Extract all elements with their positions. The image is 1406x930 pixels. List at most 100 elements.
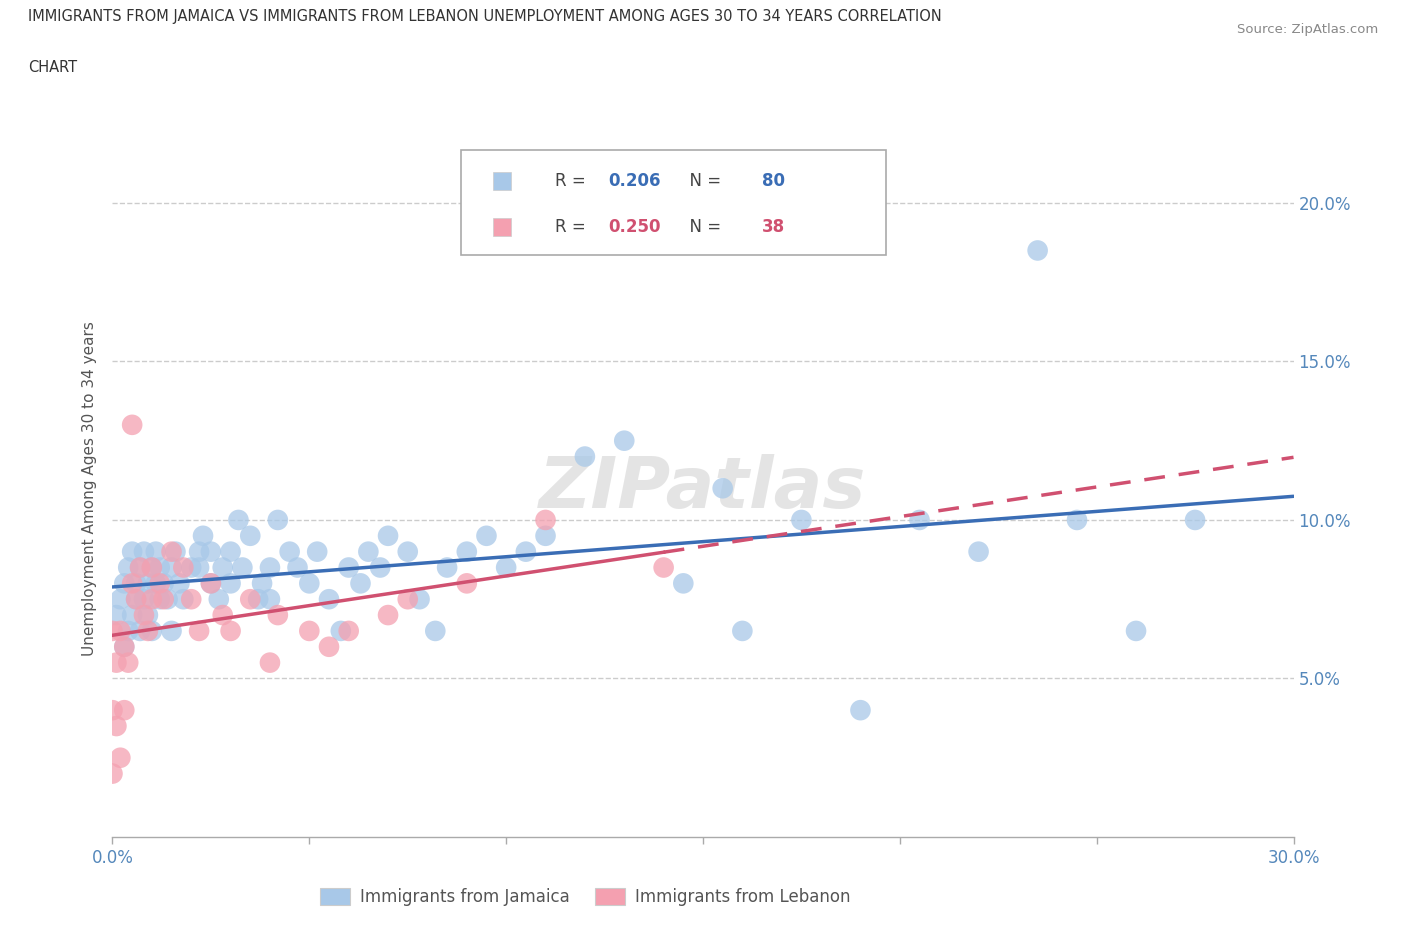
Point [298,576,321,591]
Point [219,623,242,638]
Point [377,607,399,622]
Point [129,560,152,575]
Point [208,591,231,606]
Point [1125,623,1147,638]
Text: R =: R = [555,218,592,235]
Point [278,544,301,559]
Text: N =: N = [679,172,727,190]
Point [228,512,250,527]
Point [287,560,309,575]
Point [1066,512,1088,527]
Point [112,639,135,654]
Point [456,544,478,559]
Point [152,591,174,606]
Point [132,607,155,622]
Point [307,544,329,559]
Legend: Immigrants from Jamaica, Immigrants from Lebanon: Immigrants from Jamaica, Immigrants from… [314,881,856,912]
Point [172,560,194,575]
Point [259,560,281,575]
Point [110,751,132,765]
Point [141,591,163,606]
Text: R =: R = [555,172,592,190]
Point [112,639,135,654]
Point [110,591,132,606]
Point [121,576,143,591]
Point [672,576,695,591]
Point [318,639,340,654]
Point [849,703,872,718]
Point [475,528,498,543]
Point [132,544,155,559]
Point [145,544,167,559]
Point [534,528,557,543]
Text: CHART: CHART [28,60,77,75]
Point [967,544,990,559]
Point [112,576,135,591]
Point [141,560,163,575]
Point [1184,512,1206,527]
Point [247,591,270,606]
Point [105,719,128,734]
Point [408,591,430,606]
Point [105,655,128,670]
Point [165,544,187,559]
Point [160,544,183,559]
Point [180,591,202,606]
Point [136,623,159,638]
Text: N =: N = [679,218,727,235]
Point [495,560,517,575]
Point [396,544,419,559]
Point [129,623,152,638]
Point [239,591,262,606]
Point [141,623,163,638]
Point [337,623,360,638]
Point [456,576,478,591]
Point [101,623,124,638]
Text: 38: 38 [762,218,785,235]
Point [152,576,174,591]
Point [219,576,242,591]
Point [298,623,321,638]
Point [105,607,128,622]
Point [172,591,194,606]
Point [125,591,148,606]
Point [200,576,222,591]
Point [149,591,172,606]
Text: ZIPatlas: ZIPatlas [540,454,866,523]
Point [101,766,124,781]
Point [239,528,262,543]
Text: Source: ZipAtlas.com: Source: ZipAtlas.com [1237,23,1378,36]
Point [149,560,172,575]
Point [121,418,143,432]
Point [125,591,148,606]
Point [141,560,163,575]
Point [790,512,813,527]
Point [368,560,391,575]
Point [160,560,183,575]
Point [132,591,155,606]
Point [160,623,183,638]
Point [219,544,242,559]
Point [117,560,139,575]
Point [259,591,281,606]
Point [180,560,202,575]
Point [711,481,734,496]
Point [377,528,399,543]
Point [425,623,447,638]
Text: 0.206: 0.206 [609,172,661,190]
Point [136,576,159,591]
Point [436,560,458,575]
Point [188,560,211,575]
Point [191,528,214,543]
Y-axis label: Unemployment Among Ages 30 to 34 years: Unemployment Among Ages 30 to 34 years [82,321,97,656]
Point [1026,243,1049,258]
Point [250,576,273,591]
Point [129,560,152,575]
Point [125,576,148,591]
Point [515,544,537,559]
Point [318,591,340,606]
Point [149,576,172,591]
Point [121,544,143,559]
Point [211,607,233,622]
Point [267,512,290,527]
